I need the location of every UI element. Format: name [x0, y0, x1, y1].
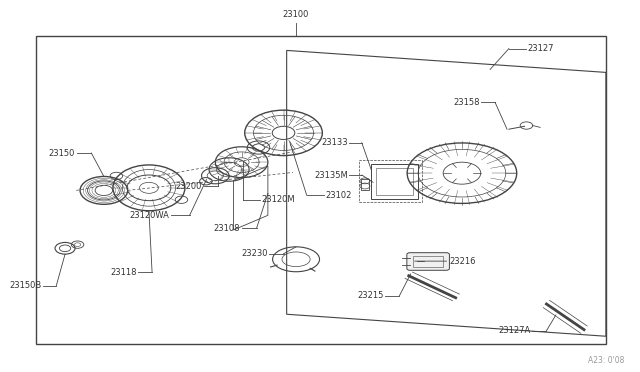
- Text: A23: 0'08: A23: 0'08: [588, 356, 625, 365]
- Text: 23230: 23230: [241, 249, 268, 258]
- FancyBboxPatch shape: [407, 253, 449, 270]
- Bar: [371, 164, 418, 199]
- Text: 23127: 23127: [527, 44, 554, 53]
- Text: 23158: 23158: [453, 98, 479, 107]
- Text: 23216: 23216: [449, 257, 476, 266]
- Text: 23100: 23100: [283, 10, 309, 19]
- Text: 23108: 23108: [213, 224, 240, 232]
- Text: 23127A: 23127A: [499, 326, 531, 335]
- Text: 23135M: 23135M: [314, 170, 348, 180]
- Text: 23120WA: 23120WA: [129, 211, 169, 220]
- Text: 23150: 23150: [49, 148, 75, 157]
- Bar: [359, 160, 422, 202]
- Bar: [376, 168, 413, 195]
- Text: 23133: 23133: [321, 138, 348, 147]
- Text: 23200: 23200: [176, 182, 202, 190]
- Text: 23102: 23102: [326, 191, 352, 200]
- Text: 23120M: 23120M: [262, 195, 295, 205]
- Text: 23118: 23118: [110, 267, 136, 277]
- Text: 23150B: 23150B: [9, 281, 41, 290]
- Bar: [36, 36, 606, 344]
- Text: 23215: 23215: [357, 291, 384, 301]
